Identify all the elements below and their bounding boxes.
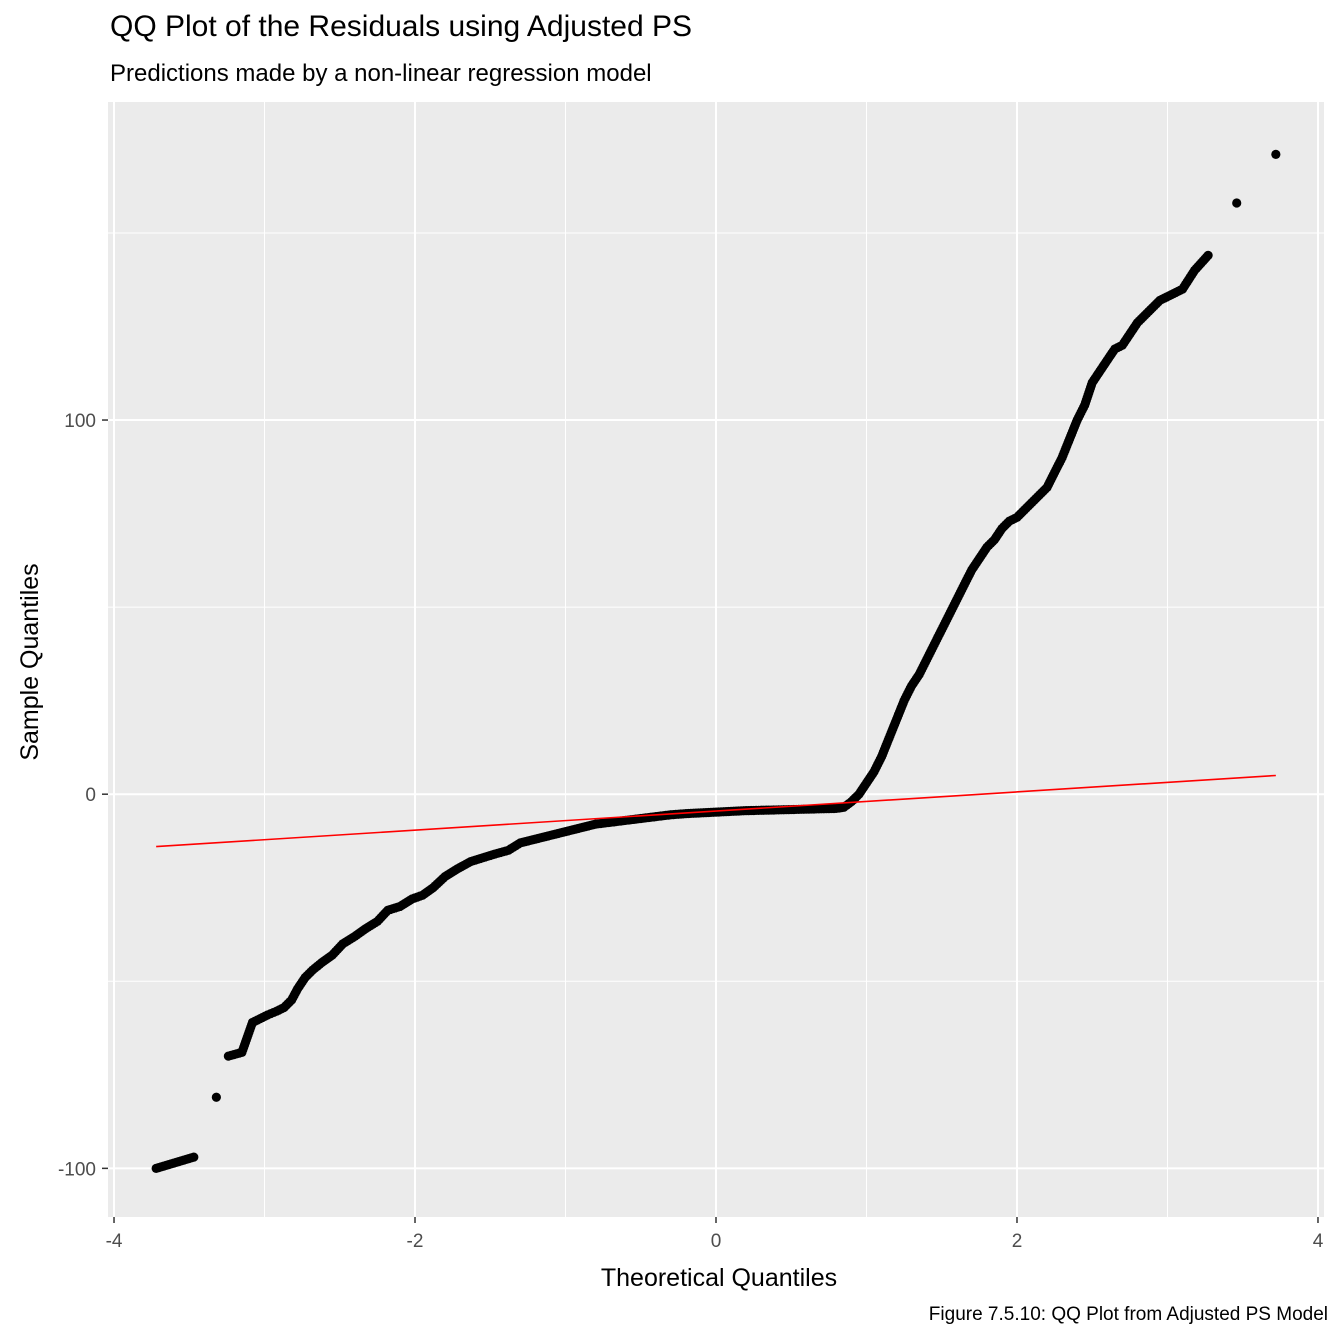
y-tick-label: -100	[58, 1159, 96, 1180]
data-point	[1232, 198, 1242, 208]
x-tick-label: -2	[407, 1231, 424, 1252]
x-axis: -4 -2 0 2 4	[106, 1217, 1324, 1252]
chart-caption: Figure 7.5.10: QQ Plot from Adjusted PS …	[928, 1304, 1328, 1325]
x-tick-label: -4	[106, 1231, 123, 1252]
major-gridlines	[108, 102, 1324, 1217]
y-tick-label: 0	[85, 785, 96, 806]
reference-line	[156, 774, 1276, 848]
chart-subtitle: Predictions made by a non-linear regress…	[110, 60, 652, 87]
x-tick-label: 4	[1313, 1231, 1324, 1252]
chart-title: QQ Plot of the Residuals using Adjusted …	[110, 10, 692, 43]
y-axis: -100 0 100	[58, 411, 108, 1180]
data-point	[1271, 149, 1281, 159]
data-point	[189, 1152, 199, 1162]
y-tick-label: 100	[64, 411, 96, 432]
data-point	[1203, 250, 1213, 261]
x-tick-label: 2	[1012, 1231, 1023, 1252]
x-axis-title: Theoretical Quantiles	[601, 1264, 837, 1292]
data-point	[211, 1092, 221, 1102]
y-axis-title: Sample Quantiles	[16, 563, 44, 760]
reference-line-layer	[156, 774, 1276, 848]
x-tick-label: 0	[711, 1231, 722, 1252]
